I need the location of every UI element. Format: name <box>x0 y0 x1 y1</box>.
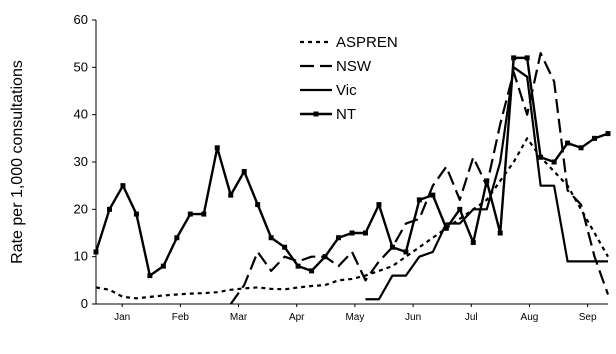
data-point-nt <box>147 273 153 279</box>
data-point-nt <box>106 206 112 212</box>
data-point-nt <box>416 197 422 203</box>
data-point-nt <box>268 235 274 241</box>
data-point-nt <box>484 178 490 184</box>
y-tick-label: 0 <box>81 296 88 311</box>
x-month-label: Jan <box>114 312 130 323</box>
data-point-nt <box>282 244 288 250</box>
x-month-label: Aug <box>521 312 539 323</box>
data-point-nt <box>160 263 166 269</box>
x-month-label: May <box>345 312 364 323</box>
data-point-nt <box>187 211 193 217</box>
data-point-nt <box>605 131 611 137</box>
data-point-nt <box>430 192 436 198</box>
data-point-nt <box>551 159 557 165</box>
x-month-label: Jun <box>405 312 421 323</box>
series-nsw <box>229 52 610 305</box>
data-point-nt <box>349 230 355 236</box>
legend-item-vic: Vic <box>300 82 357 99</box>
y-tick-label: 50 <box>74 59 88 74</box>
x-axis-month-labels: Jan Feb Mar Apr May Jun Jul Aug Sep <box>114 304 597 323</box>
series-line-vic <box>365 66 608 301</box>
legend-label: Vic <box>336 82 357 99</box>
x-month-label: Sep <box>579 312 597 323</box>
legend-marker <box>313 111 319 117</box>
y-tick-label: 20 <box>74 201 88 216</box>
data-point-nt <box>120 183 126 189</box>
y-axis-title-group: Rate per 1,000 consultations <box>9 60 26 264</box>
data-point-nt <box>403 249 409 255</box>
data-point-nt <box>538 154 544 160</box>
data-point-nt <box>228 192 234 198</box>
series-vic <box>365 66 608 301</box>
data-point-nt <box>174 235 180 241</box>
data-point-nt <box>443 225 449 231</box>
y-axis-ticks: 0 10 20 30 40 50 60 <box>74 12 96 311</box>
data-point-nt <box>565 140 571 146</box>
data-point-nt <box>133 211 139 217</box>
legend-label: NSW <box>336 58 372 75</box>
data-point-nt <box>362 230 368 236</box>
x-month-label: Jul <box>465 312 478 323</box>
x-month-label: Mar <box>230 312 248 323</box>
legend-item-nsw: NSW <box>300 58 372 75</box>
x-month-label: Apr <box>289 312 305 323</box>
x-month-label: Feb <box>172 312 190 323</box>
data-point-nt <box>93 249 99 255</box>
y-tick-label: 60 <box>74 12 88 27</box>
data-point-nt <box>336 235 342 241</box>
data-point-nt <box>497 230 503 236</box>
series-aspren <box>95 137 609 300</box>
data-point-nt <box>201 211 207 217</box>
legend-label: NT <box>336 106 356 123</box>
data-point-nt <box>470 239 476 245</box>
legend: ASPREN NSW Vic NT <box>300 34 398 123</box>
series-lines <box>93 52 611 305</box>
legend-label: ASPREN <box>336 34 398 51</box>
data-point-nt <box>255 202 261 208</box>
data-point-nt <box>592 135 598 141</box>
data-point-nt <box>511 55 517 61</box>
series-line-nsw <box>229 52 610 305</box>
legend-item-nt: NT <box>300 106 356 123</box>
data-point-nt <box>457 206 463 212</box>
y-tick-label: 40 <box>74 107 88 122</box>
data-point-nt <box>241 168 247 174</box>
series-nt <box>93 55 611 279</box>
y-tick-label: 30 <box>74 154 88 169</box>
data-point-nt <box>322 254 328 260</box>
data-point-nt <box>578 145 584 151</box>
y-axis-title: Rate per 1,000 consultations <box>9 60 26 264</box>
data-point-nt <box>214 145 220 151</box>
data-point-nt <box>524 55 530 61</box>
data-point-nt <box>376 202 382 208</box>
data-point-nt <box>389 244 395 250</box>
y-tick-label: 10 <box>74 249 88 264</box>
data-point-nt <box>309 268 315 274</box>
legend-item-aspren: ASPREN <box>300 34 398 51</box>
data-point-nt <box>295 263 301 269</box>
series-line-aspren <box>95 137 609 300</box>
